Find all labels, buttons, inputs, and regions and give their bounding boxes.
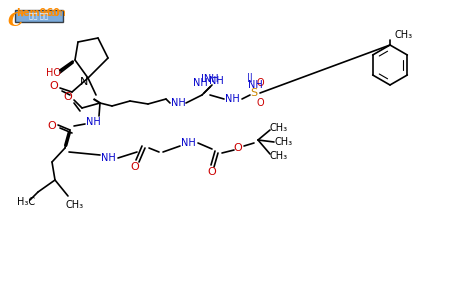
- Text: C: C: [8, 12, 24, 30]
- Text: O: O: [256, 98, 264, 108]
- Text: NH: NH: [100, 153, 115, 163]
- Text: CH₃: CH₃: [395, 30, 413, 40]
- Text: NH: NH: [192, 78, 207, 88]
- Text: O: O: [256, 78, 264, 88]
- Text: O: O: [47, 121, 56, 131]
- FancyBboxPatch shape: [15, 10, 63, 22]
- Text: O: O: [131, 162, 139, 172]
- Text: .com: .com: [42, 8, 66, 18]
- Text: NH: NH: [86, 117, 100, 127]
- Text: INH: INH: [201, 74, 219, 84]
- Text: CH₃: CH₃: [270, 123, 288, 133]
- Text: S: S: [250, 88, 257, 98]
- Text: CH₃: CH₃: [66, 200, 84, 210]
- Text: H₃C: H₃C: [17, 197, 35, 207]
- Text: CH₃: CH₃: [275, 137, 293, 147]
- Text: NH: NH: [171, 98, 185, 108]
- Text: O: O: [234, 143, 242, 153]
- Text: CH₃: CH₃: [270, 151, 288, 161]
- Text: NH: NH: [247, 80, 263, 90]
- Text: N: N: [80, 77, 88, 87]
- Text: ||: ||: [247, 74, 253, 83]
- Text: HO: HO: [46, 68, 62, 78]
- Text: 化工 世界: 化工 世界: [29, 13, 49, 19]
- Text: NH: NH: [209, 76, 223, 86]
- Text: hem960: hem960: [16, 8, 60, 18]
- Text: O: O: [50, 81, 58, 91]
- Text: O: O: [208, 167, 216, 177]
- Text: O: O: [64, 92, 73, 102]
- Text: NH: NH: [225, 94, 239, 104]
- Text: NH: NH: [181, 138, 195, 148]
